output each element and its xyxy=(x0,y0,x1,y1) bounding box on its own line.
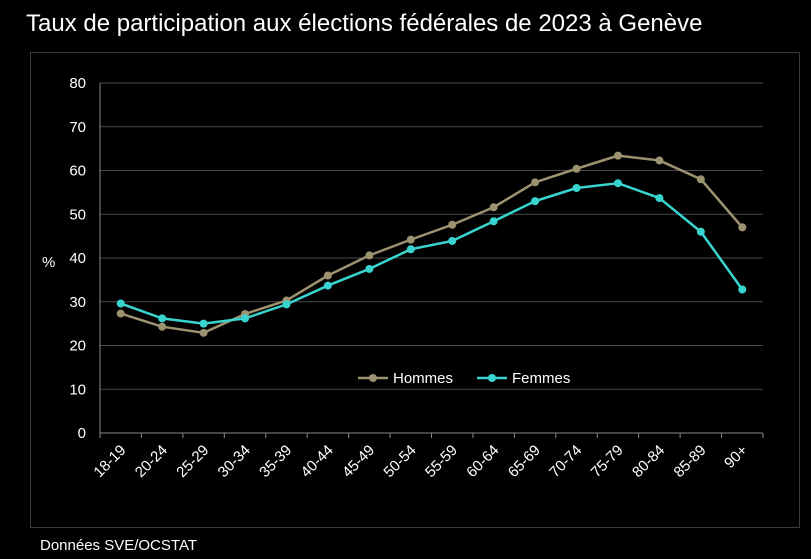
point-femmes-70-74 xyxy=(572,184,581,192)
source-note: Données SVE/OCSTAT xyxy=(40,537,198,554)
point-femmes-25-29 xyxy=(199,319,208,328)
x-tick-80-84: 80-84 xyxy=(629,442,668,481)
x-tick-90+: 90+ xyxy=(721,442,751,472)
x-tick-30-34: 30-34 xyxy=(215,442,254,481)
y-tick-40: 40 xyxy=(69,250,86,267)
point-femmes-75-79 xyxy=(613,179,622,188)
x-tick-50-54: 50-54 xyxy=(380,442,419,481)
grid-lines xyxy=(100,82,763,390)
x-tick-25-29: 25-29 xyxy=(173,442,212,481)
legend-label-hommes: Hommes xyxy=(393,370,453,387)
series-line-hommes xyxy=(120,154,744,335)
x-tick-40-44: 40-44 xyxy=(298,442,337,481)
legend: Hommes Femmes xyxy=(358,370,570,387)
point-hommes-60-64 xyxy=(489,203,498,212)
point-hommes-18-19 xyxy=(116,309,125,318)
point-femmes-90+ xyxy=(738,285,747,294)
point-hommes-65-69 xyxy=(531,178,540,187)
x-tick-65-69: 65-69 xyxy=(505,442,544,481)
y-tick-60: 60 xyxy=(69,163,86,180)
point-hommes-70-74 xyxy=(572,164,581,173)
point-hommes-50-54 xyxy=(406,235,415,244)
y-tick-0: 0 xyxy=(78,425,86,442)
y-tick-50: 50 xyxy=(69,206,86,223)
point-hommes-25-29 xyxy=(199,328,208,337)
point-hommes-55-59 xyxy=(448,220,457,229)
legend-marker-hommes xyxy=(369,374,377,382)
x-tick-labels: 18-19 20-24 25-29 30-34 35-39 40-44 45-49 50-54… xyxy=(90,442,751,481)
point-hommes-85-89 xyxy=(696,175,705,184)
point-femmes-80-84 xyxy=(655,194,664,203)
x-tick-20-24: 20-24 xyxy=(132,442,171,481)
series-line-femmes xyxy=(120,181,744,325)
legend-marker-femmes xyxy=(488,374,496,382)
x-tick-85-89: 85-89 xyxy=(671,442,710,481)
point-femmes-55-59 xyxy=(448,236,457,245)
chart-frame xyxy=(30,52,800,528)
point-femmes-20-24 xyxy=(158,314,167,323)
x-tick-75-79: 75-79 xyxy=(588,442,627,481)
point-femmes-85-89 xyxy=(696,227,705,236)
point-femmes-65-69 xyxy=(531,197,540,206)
x-tick-60-64: 60-64 xyxy=(463,442,502,481)
point-hommes-20-24 xyxy=(158,322,167,331)
point-hommes-75-79 xyxy=(613,151,622,160)
point-hommes-80-84 xyxy=(655,156,664,165)
axes xyxy=(99,83,764,438)
point-femmes-45-49 xyxy=(365,264,374,273)
x-tick-70-74: 70-74 xyxy=(546,442,585,481)
point-femmes-30-34 xyxy=(241,314,250,323)
x-tick-35-39: 35-39 xyxy=(256,442,295,481)
point-femmes-40-44 xyxy=(323,281,332,290)
point-femmes-50-54 xyxy=(406,245,415,254)
y-tick-labels: 0 10 20 30 40 50 60 70 80 xyxy=(69,75,86,442)
y-axis-label: % xyxy=(42,254,55,271)
y-tick-30: 30 xyxy=(69,294,86,311)
x-tick-45-49: 45-49 xyxy=(339,442,378,481)
point-femmes-35-39 xyxy=(282,300,291,309)
point-hommes-40-44 xyxy=(323,271,332,280)
legend-label-femmes: Femmes xyxy=(512,370,570,387)
y-tick-10: 10 xyxy=(69,381,86,398)
point-hommes-90+ xyxy=(738,223,747,232)
x-tick-55-59: 55-59 xyxy=(422,442,461,481)
point-femmes-18-19 xyxy=(116,299,125,308)
y-tick-20: 20 xyxy=(69,338,86,355)
y-tick-70: 70 xyxy=(69,119,86,136)
x-tick-18-19: 18-19 xyxy=(90,442,129,481)
y-tick-80: 80 xyxy=(69,75,86,92)
point-femmes-60-64 xyxy=(489,217,498,226)
chart-title: Taux de participation aux élections fédé… xyxy=(26,10,703,37)
series-lines xyxy=(116,151,747,337)
point-hommes-45-49 xyxy=(365,251,374,260)
